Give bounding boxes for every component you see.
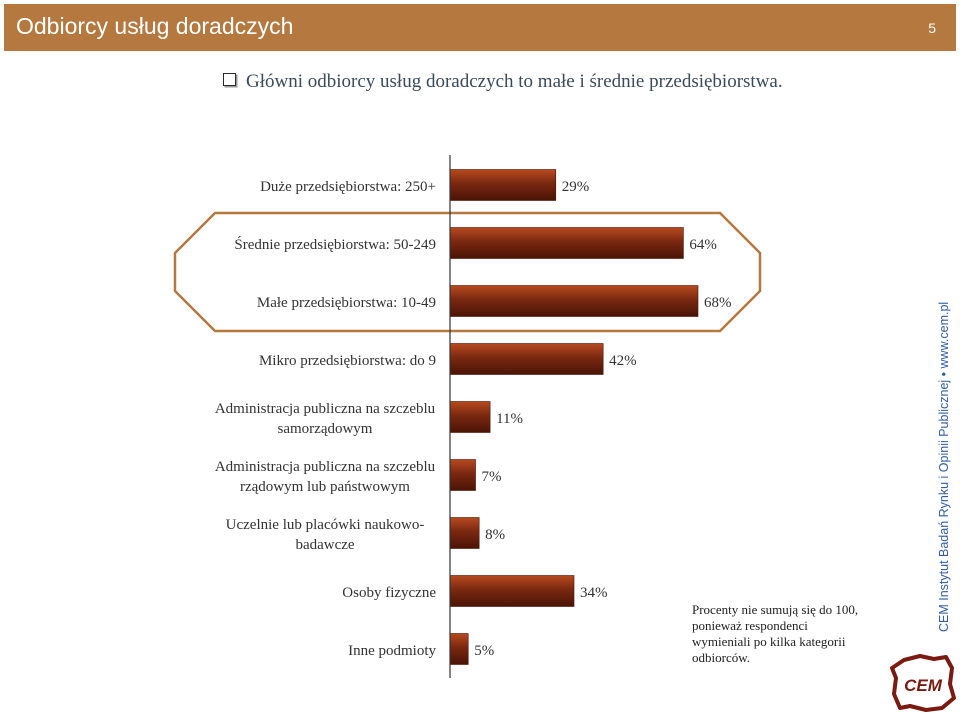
checkbox-bullet-icon <box>223 73 236 86</box>
category-label: Osoby fizyczne <box>342 585 436 601</box>
title-bar: Odbiorcy usług doradczych 5 <box>4 4 956 51</box>
bar <box>449 459 476 491</box>
bar <box>449 575 575 607</box>
data-label: 34% <box>580 585 608 601</box>
bar <box>449 401 491 433</box>
bar <box>449 633 469 665</box>
category-label: Administracja publiczna na szczeblu samor… <box>215 401 436 437</box>
bullet-text: Główni odbiorcy usług doradczych to małe… <box>246 71 783 92</box>
data-label: 68% <box>704 295 732 311</box>
watermark-text: CEM Instytut Badań Rynku i Opinii Public… <box>937 301 951 632</box>
category-label: Inne podmioty <box>348 643 436 659</box>
poland-map-shape <box>890 654 956 712</box>
data-label: 8% <box>485 527 505 543</box>
category-label: Administracja publiczna na szczeblu rządo… <box>215 459 436 495</box>
data-label: 5% <box>474 643 494 659</box>
data-label: 11% <box>496 411 523 427</box>
category-label: Średnie przedsiębiorstwa: 50-249 <box>234 236 436 253</box>
category-label: Mikro przedsiębiorstwa: do 9 <box>259 353 436 369</box>
bullet-point: Główni odbiorcy usług doradczych to małe… <box>223 71 783 93</box>
bar <box>449 169 557 201</box>
category-label: Małe przedsiębiorstwa: 10-49 <box>257 295 436 311</box>
cem-logo: CEM <box>890 654 956 712</box>
bar <box>449 343 604 375</box>
data-label: 64% <box>689 237 717 253</box>
data-label: 42% <box>609 353 637 369</box>
slide-title: Odbiorcy usług doradczych <box>16 13 294 39</box>
data-label: 7% <box>482 469 502 485</box>
category-label: Uczelnie lub placówki naukowo-badawcze <box>226 517 425 553</box>
bar <box>449 285 699 317</box>
highlight-frame <box>173 211 762 333</box>
category-label: Duże przedsiębiorstwa: 250+ <box>260 179 436 195</box>
bar <box>449 227 684 259</box>
footnote: Procenty nie sumują się do 100, ponieważ… <box>692 602 859 665</box>
data-label: 29% <box>562 179 590 195</box>
logo-text: CEM <box>904 676 943 695</box>
bar <box>449 517 480 549</box>
page-number: 5 <box>928 20 936 36</box>
